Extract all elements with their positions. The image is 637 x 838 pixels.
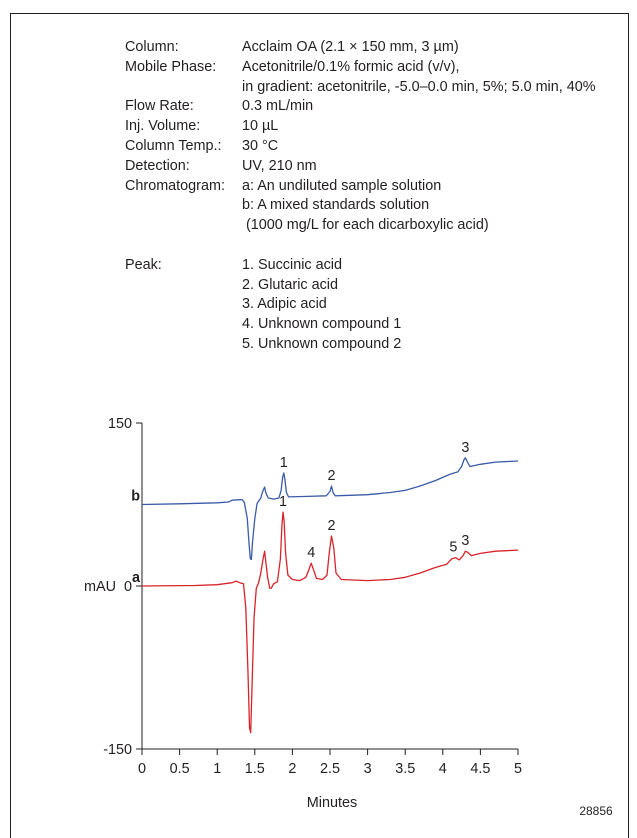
mobile-phase-value: Acetonitrile/0.1% formic acid (v/v), xyxy=(242,58,460,75)
axes: -150 0 150 0 0.5 1 1.5 2 2.5 3 3.5 4 4.5 5 Minutes mAU xyxy=(84,416,522,811)
mobile-phase-gradient: in gradient: acetonitrile, -5.0–0.0 min,… xyxy=(242,78,596,95)
trace-a xyxy=(141,511,519,734)
peak-label: Peak: xyxy=(125,256,162,273)
condition-peak-1: Peak: 1. Succinic acid xyxy=(125,256,596,276)
chromatogram-b-note: (1000 mg/L for each dicarboxylic acid) xyxy=(246,217,489,234)
figure-id: 28856 xyxy=(579,804,613,818)
condition-mobile-phase-cont: in gradient: acetonitrile, -5.0–0.0 min,… xyxy=(125,78,596,98)
peak-label: 1 xyxy=(279,494,287,510)
condition-detection: Detection: UV, 210 nm xyxy=(125,157,596,177)
mobile-phase-label: Mobile Phase: xyxy=(125,58,217,75)
condition-peak-3: 3. Adipic acid xyxy=(125,295,596,315)
peak-label: 2 xyxy=(327,518,335,534)
condition-chromatogram: Chromatogram: a: An undiluted sample sol… xyxy=(125,177,596,197)
column-temp-value: 30 °C xyxy=(242,137,279,154)
y-tick-label: -150 xyxy=(103,742,132,758)
y-tick-label: 0 xyxy=(124,579,132,595)
x-tick-label: 0 xyxy=(138,761,146,777)
detection-value: UV, 210 nm xyxy=(242,157,317,174)
x-tick-label: 4 xyxy=(439,761,447,777)
condition-column: Column: Acclaim OA (2.1 × 150 mm, 3 µm) xyxy=(125,38,596,58)
chromatogram-b: b: A mixed standards solution xyxy=(242,197,430,214)
x-tick-label: 5 xyxy=(514,761,522,777)
chromatogram-a: a: An undiluted sample solution xyxy=(242,177,442,194)
series-label-b: b xyxy=(131,489,140,505)
trace-b xyxy=(141,457,519,561)
x-tick-label: 0.5 xyxy=(170,761,190,777)
condition-peak-2: 2. Glutaric acid xyxy=(125,276,596,296)
condition-peak-4: 4. Unknown compound 1 xyxy=(125,315,596,335)
flow-rate-label: Flow Rate: xyxy=(125,98,194,115)
condition-column-temp: Column Temp.: 30 °C xyxy=(125,137,596,157)
x-tick-label: 2.5 xyxy=(320,761,340,777)
condition-mobile-phase: Mobile Phase: Acetonitrile/0.1% formic a… xyxy=(125,58,596,78)
condition-inj-volume: Inj. Volume: 10 µL xyxy=(125,117,596,137)
peak-list-item: 3. Adipic acid xyxy=(242,296,327,313)
x-tick-label: 1.5 xyxy=(245,761,265,777)
peak-list-item: 5. Unknown compound 2 xyxy=(242,335,402,352)
condition-chromatogram-b-note: (1000 mg/L for each dicarboxylic acid) xyxy=(125,216,596,236)
figure-frame xyxy=(10,13,629,838)
series-label-a: a xyxy=(132,570,141,586)
condition-flow-rate: Flow Rate: 0.3 mL/min xyxy=(125,97,596,117)
y-axis-title: mAU xyxy=(84,579,116,595)
x-tick-label: 2 xyxy=(288,761,296,777)
peak-list-item: 1. Succinic acid xyxy=(242,256,342,273)
series-layer xyxy=(141,457,519,734)
y-tick-label: 150 xyxy=(108,416,132,432)
peak-label: 3 xyxy=(461,533,469,549)
peak-list-item: 2. Glutaric acid xyxy=(242,276,338,293)
peak-label: 2 xyxy=(327,468,335,484)
x-tick-label: 3 xyxy=(364,761,372,777)
peak-label: 1 xyxy=(280,455,288,471)
peak-label: 4 xyxy=(307,545,315,561)
x-tick-label: 4.5 xyxy=(470,761,490,777)
condition-chromatogram-b: b: A mixed standards solution xyxy=(125,196,596,216)
peak-list-item: 4. Unknown compound 1 xyxy=(242,316,402,333)
peak-label: 5 xyxy=(449,540,457,556)
conditions-block: Column: Acclaim OA (2.1 × 150 mm, 3 µm) … xyxy=(125,38,596,355)
condition-peak-5: 5. Unknown compound 2 xyxy=(125,335,596,355)
column-temp-label: Column Temp.: xyxy=(125,137,222,154)
inj-volume-value: 10 µL xyxy=(242,118,279,135)
flow-rate-value: 0.3 mL/min xyxy=(242,98,314,115)
detection-label: Detection: xyxy=(125,157,190,174)
inj-volume-label: Inj. Volume: xyxy=(125,118,201,135)
column-value: Acclaim OA (2.1 × 150 mm, 3 µm) xyxy=(242,39,459,55)
x-axis-title: Minutes xyxy=(307,795,357,811)
x-tick-label: 3.5 xyxy=(395,761,415,777)
x-tick-label: 1 xyxy=(213,761,221,777)
chromatogram-label: Chromatogram: xyxy=(125,177,225,194)
peak-label: 3 xyxy=(461,440,469,456)
column-label: Column: xyxy=(125,39,179,55)
